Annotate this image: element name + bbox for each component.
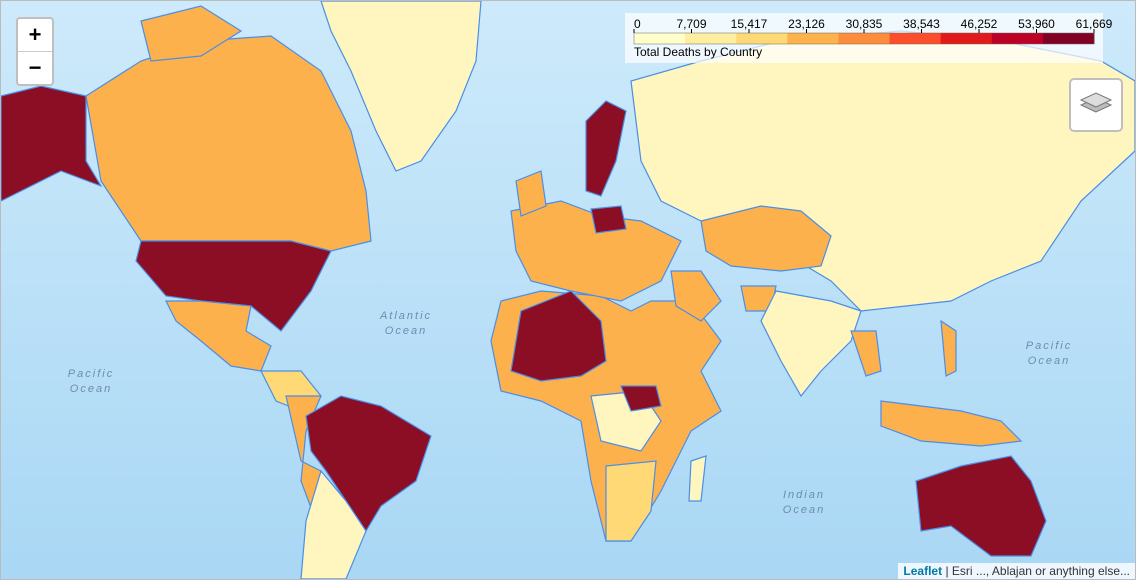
layers-icon	[1079, 92, 1113, 113]
legend-swatch	[889, 33, 942, 44]
ocean-label: Ocean	[1028, 355, 1070, 367]
legend-tick-label: 46,252	[961, 17, 998, 31]
zoom-out-button[interactable]: −	[18, 51, 52, 84]
ocean-label: Ocean	[70, 383, 112, 395]
legend-tick-label: 23,126	[788, 17, 825, 31]
attribution: Leaflet | Esri ..., Ablajan or anything …	[898, 563, 1135, 579]
legend-swatch	[787, 33, 839, 44]
legend-swatch	[838, 33, 891, 44]
legend-tick-label: 53,960	[1018, 17, 1055, 31]
legend-swatch	[685, 33, 737, 44]
legend-tick-label: 30,835	[846, 17, 883, 31]
legend-tick-label: 0	[634, 17, 641, 31]
layers-button[interactable]	[1069, 78, 1123, 132]
zoom-control: + −	[16, 17, 54, 86]
leaflet-link[interactable]: Leaflet	[903, 564, 943, 578]
ocean-label: Ocean	[783, 504, 825, 516]
legend-tick-label: 15,417	[731, 17, 768, 31]
zoom-in-button[interactable]: +	[28, 22, 42, 47]
legend-swatch	[634, 33, 686, 44]
ocean-label: Pacific	[1026, 340, 1072, 352]
ocean-label: Indian	[783, 489, 825, 501]
legend-swatch	[991, 33, 1044, 44]
legend-tick-label: 38,543	[903, 17, 940, 31]
legend-tick-label: 61,669	[1076, 17, 1113, 31]
legend: Total Deaths by Country 0 7,709 15,417 23,1…	[625, 13, 1113, 63]
legend-swatch	[940, 33, 993, 44]
legend-swatch	[736, 33, 788, 44]
ocean-label: Pacific	[68, 368, 114, 380]
ocean-label: Atlantic	[379, 310, 432, 322]
legend-swatch	[1042, 33, 1095, 44]
legend-tick-label: 7,709	[676, 17, 706, 31]
legend-title: Total Deaths by Country	[634, 45, 762, 59]
attribution-text: | Esri ..., Ablajan or anything else...	[945, 564, 1130, 578]
ocean-label: Ocean	[385, 325, 427, 337]
